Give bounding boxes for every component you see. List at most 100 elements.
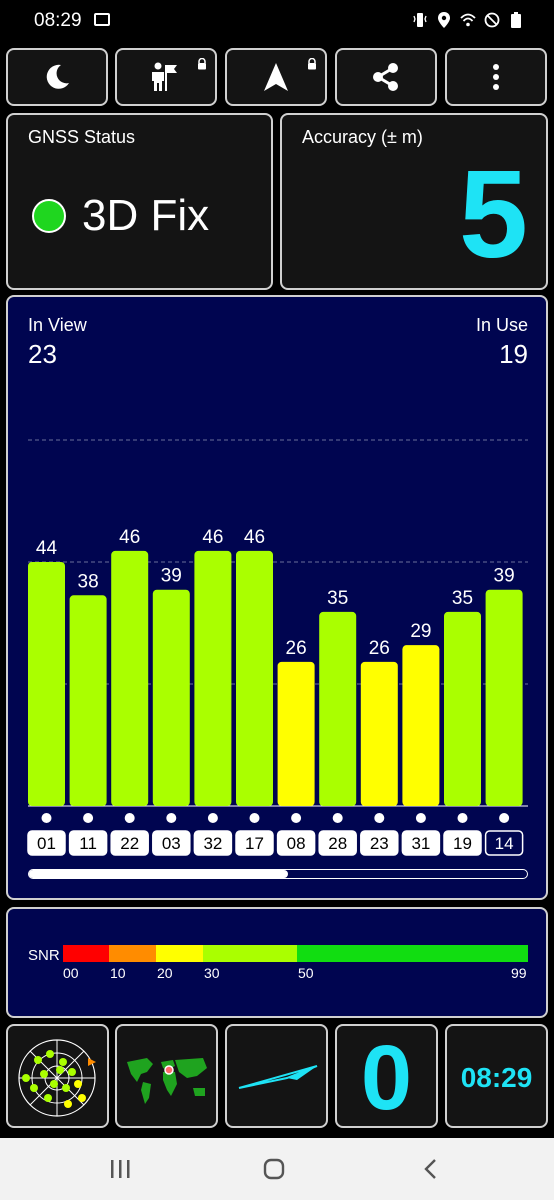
satellite-id-label: 28 [328, 834, 347, 853]
gnss-status-title: GNSS Status [28, 127, 136, 147]
satellite-id-tag [484, 830, 524, 856]
satellite-id-label: 19 [453, 834, 472, 853]
bar-value-label: 26 [286, 638, 307, 659]
in-use-dot [207, 813, 218, 823]
fix-indicator-dot [32, 199, 66, 233]
signal-bar [277, 661, 315, 806]
satellite-signal-panel[interactable]: In View 23 In Use 19 44 01 38 11 46 22 39 03 46 3… [6, 295, 548, 900]
person-flag-icon [152, 62, 177, 91]
in-use-dot [291, 813, 302, 823]
signal-bar [485, 589, 523, 806]
in-use-label: In Use [475, 315, 528, 335]
in-use-count: 19 [499, 339, 528, 369]
accuracy-value: 5 [459, 146, 528, 284]
location-icon [438, 12, 450, 28]
chart-scrollbar[interactable] [28, 869, 528, 879]
snr-tick-label: 50 [298, 965, 314, 981]
in-use-dot [249, 813, 260, 823]
in-view-count: 23 [28, 339, 57, 369]
snr-segment-lime [203, 945, 297, 962]
satellite-id-label: 23 [370, 834, 389, 853]
chart-scroll-thumb[interactable] [29, 870, 288, 878]
bar-value-label: 39 [494, 566, 515, 587]
snr-color-scale [63, 945, 528, 962]
satellite-id-tag [152, 830, 191, 856]
signal-bar [360, 661, 398, 806]
snr-tick-label: 00 [63, 965, 79, 981]
compass-needle-icon [238, 1065, 318, 1089]
sky-view-icon [18, 1039, 96, 1117]
snr-tick-label: 99 [511, 965, 527, 981]
bar-value-label: 35 [327, 588, 348, 609]
do-not-disturb-icon [484, 12, 500, 28]
snr-tick-label: 30 [204, 965, 220, 981]
more-options-button[interactable] [445, 48, 547, 106]
time-button[interactable]: 08:29 [445, 1024, 548, 1128]
wifi-icon [460, 13, 476, 27]
bar-value-label: 26 [369, 638, 390, 659]
more-vertical-icon [493, 64, 499, 90]
compass-button[interactable] [225, 1024, 328, 1128]
clock-value: 08:29 [460, 1062, 533, 1093]
satellite-id-tag [401, 830, 441, 856]
sky-view-button[interactable] [6, 1024, 109, 1128]
home-icon[interactable] [263, 1158, 285, 1180]
speed-button[interactable]: 0 [335, 1024, 438, 1128]
world-map-button[interactable] [115, 1024, 218, 1128]
accuracy-title: Accuracy (± m) [302, 127, 423, 147]
status-bar: 08:29 [0, 0, 554, 44]
bar-value-label: 44 [36, 538, 58, 559]
satellite-id-label: 14 [495, 834, 514, 853]
back-icon[interactable] [422, 1158, 438, 1180]
satellite-id-tag [235, 830, 274, 856]
night-mode-button[interactable] [6, 48, 108, 106]
satellite-id-label: 32 [203, 834, 222, 853]
satellite-id-label: 01 [37, 834, 56, 853]
share-icon [373, 63, 398, 91]
bar-value-label: 35 [452, 588, 473, 609]
signal-bar [402, 645, 440, 806]
signal-bar [111, 550, 149, 806]
gnss-fix-value: 3D Fix [82, 191, 210, 240]
snr-segment-orange [109, 945, 156, 962]
share-button[interactable] [335, 48, 437, 106]
system-nav-bar [0, 1138, 554, 1200]
signal-bar [319, 611, 357, 806]
satellite-id-label: 22 [120, 834, 139, 853]
satellite-id-tag [68, 830, 108, 856]
signal-bar [69, 595, 107, 806]
battery-icon [511, 12, 521, 28]
navigation-button[interactable] [225, 48, 327, 106]
snr-tick-label: 10 [110, 965, 126, 981]
waypoint-button[interactable] [115, 48, 217, 106]
satellite-id-tag [318, 830, 357, 856]
bar-value-label: 39 [161, 566, 182, 587]
moon-icon [46, 64, 69, 89]
snr-label: SNR [28, 947, 60, 964]
satellite-id-tag [360, 830, 399, 856]
bar-value-label: 29 [410, 621, 431, 642]
in-use-dot [41, 813, 52, 823]
satellite-id-tag [443, 830, 482, 856]
accuracy-panel[interactable]: Accuracy (± m) 5 [280, 113, 548, 290]
bar-value-label: 46 [244, 527, 265, 548]
in-use-dot [166, 813, 177, 823]
signal-bar [28, 562, 65, 806]
in-use-dot [415, 813, 426, 823]
signal-bar [236, 550, 273, 806]
satellite-id-label: 08 [287, 834, 306, 853]
bar-value-label: 46 [119, 527, 140, 548]
snr-segment-green [297, 945, 528, 962]
satellite-id-tag [27, 830, 66, 856]
lock-icon [198, 58, 206, 70]
satellite-id-label: 11 [79, 834, 97, 853]
snr-legend-panel: SNR 00 10 20 30 50 99 [6, 907, 548, 1018]
status-time: 08:29 [34, 10, 82, 31]
snr-ticks: 00 10 20 30 50 99 [8, 965, 550, 983]
lock-icon [308, 58, 316, 70]
gnss-status-panel[interactable]: GNSS Status 3D Fix [6, 113, 273, 290]
in-use-dot [374, 813, 385, 823]
recent-apps-icon[interactable] [109, 1160, 131, 1178]
vibrate-icon [413, 13, 427, 27]
in-use-dot [332, 813, 343, 823]
